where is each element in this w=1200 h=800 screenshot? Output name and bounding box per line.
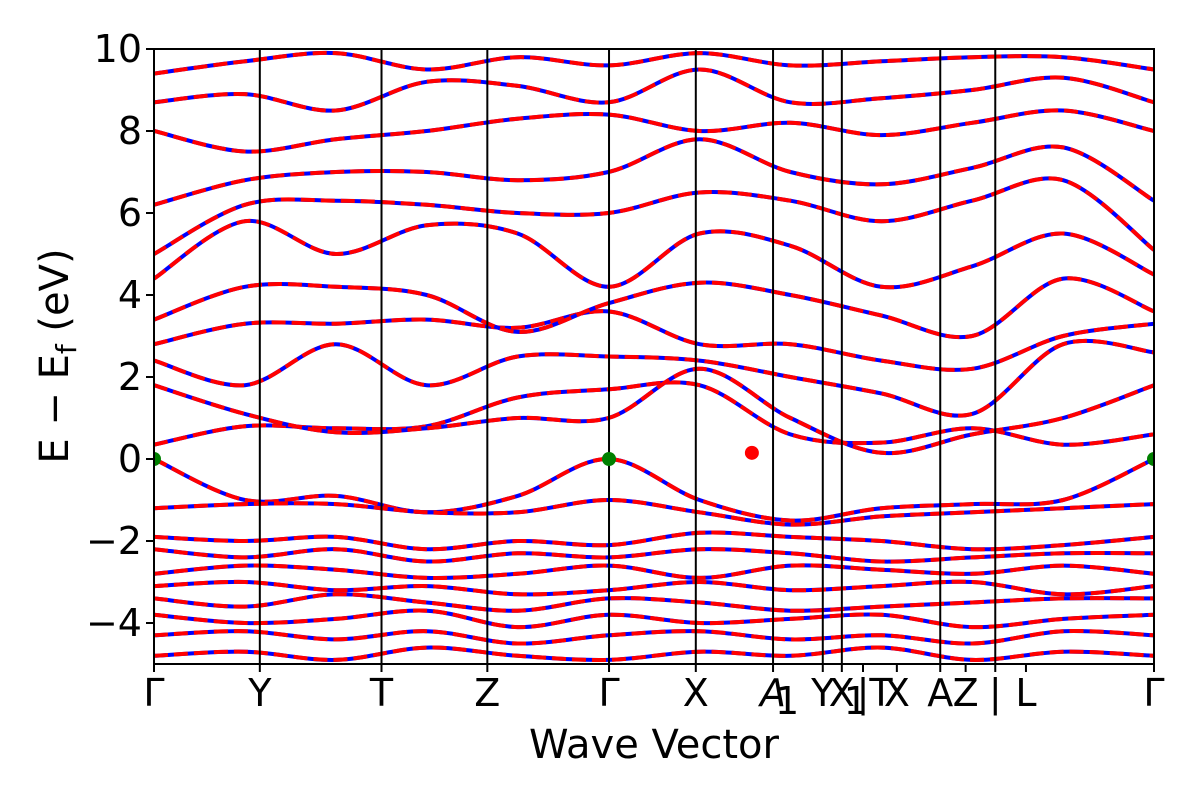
y-tick-label: 10 — [94, 27, 142, 71]
x-tick-label: 1 — [775, 679, 799, 723]
conduction-band-3-overlay — [154, 309, 1154, 372]
conduction-band-6 — [154, 176, 1154, 256]
valence-band-5-overlay — [154, 579, 1154, 597]
conduction-band-0-overlay — [154, 380, 1154, 447]
x-tick-label: Y — [810, 671, 835, 715]
valence-band-1-overlay — [154, 497, 1154, 527]
vbm-marker — [602, 452, 617, 466]
y-tick-label: −2 — [86, 519, 142, 563]
valence-band-7-overlay — [154, 608, 1154, 630]
y-axis-ticks: 10 8 6 4 2 0 −2 −4 — [86, 27, 154, 645]
x-tick-label: L — [1015, 671, 1036, 715]
valence-band-2-overlay — [154, 530, 1154, 552]
x-tick-label: X — [884, 671, 910, 715]
valence-band-3-overlay — [154, 547, 1154, 564]
vbm-marker — [154, 452, 161, 466]
conduction-band-4-overlay — [154, 276, 1154, 340]
x-tick-label: Γ — [598, 671, 619, 715]
x-tick-label: | — [857, 671, 870, 716]
conduction-band-9-overlay — [154, 67, 1154, 113]
x-tick-label: X — [683, 671, 709, 715]
conduction-band-2-overlay — [154, 338, 1154, 418]
conduction-band-7-overlay — [154, 137, 1154, 207]
y-axis-title-unit: (eV) — [32, 248, 78, 344]
x-tick-label: Γ — [143, 671, 164, 715]
y-tick-label: −4 — [86, 601, 142, 645]
valence-band-0-overlay — [154, 456, 1154, 523]
valence-band-8-overlay — [154, 628, 1154, 646]
y-axis-title-subscript: f — [50, 343, 83, 354]
x-tick-label: T — [369, 671, 394, 715]
conduction-band-10-overlay — [154, 50, 1154, 76]
x-tick-label: Y — [247, 671, 272, 715]
y-tick-label: 4 — [118, 273, 142, 317]
conduction-band-9 — [154, 67, 1154, 113]
x-axis-ticks: Γ Y T Z Γ X A1 YX1| TX A Z | L Γ — [143, 664, 1165, 723]
y-axis-title-main: E − E — [32, 354, 78, 464]
y-axis-title: E − Ef (eV) — [32, 248, 83, 463]
y-tick-label: 0 — [118, 437, 142, 481]
conduction-band-10 — [154, 50, 1154, 76]
conduction-band-5-overlay — [154, 219, 1154, 290]
x-tick-label: A — [927, 671, 953, 715]
x-tick-label: 1 — [844, 679, 868, 723]
vbm-marker — [1147, 452, 1154, 466]
x-tick-label: X — [829, 671, 855, 715]
y-tick-label: 2 — [118, 355, 142, 399]
conduction-band-8-overlay — [154, 108, 1154, 154]
x-tick-label: Z — [474, 671, 500, 715]
x-tick-label: T — [868, 671, 893, 715]
valence-band-6-overlay — [154, 592, 1154, 613]
high-symmetry-lines — [258, 49, 997, 664]
conduction-band-1 — [154, 366, 1154, 456]
valence-band-9-overlay — [154, 645, 1154, 663]
x-tick-label: | — [989, 671, 1002, 716]
conduction-band-1-overlay — [154, 366, 1154, 456]
band-lines — [154, 50, 1154, 663]
conduction-band-2 — [154, 338, 1154, 418]
y-tick-label: 8 — [118, 109, 142, 153]
y-tick-label: 6 — [118, 191, 142, 235]
valence-band-4-overlay — [154, 563, 1154, 581]
x-tick-label: A — [757, 671, 786, 715]
cbm-marker — [744, 445, 759, 460]
x-tick-label: Z — [953, 671, 979, 715]
extrema-markers — [154, 445, 1154, 466]
plot-frame — [153, 48, 1155, 665]
x-tick-label: Γ — [1143, 671, 1164, 715]
x-axis-title: Wave Vector — [529, 722, 780, 768]
